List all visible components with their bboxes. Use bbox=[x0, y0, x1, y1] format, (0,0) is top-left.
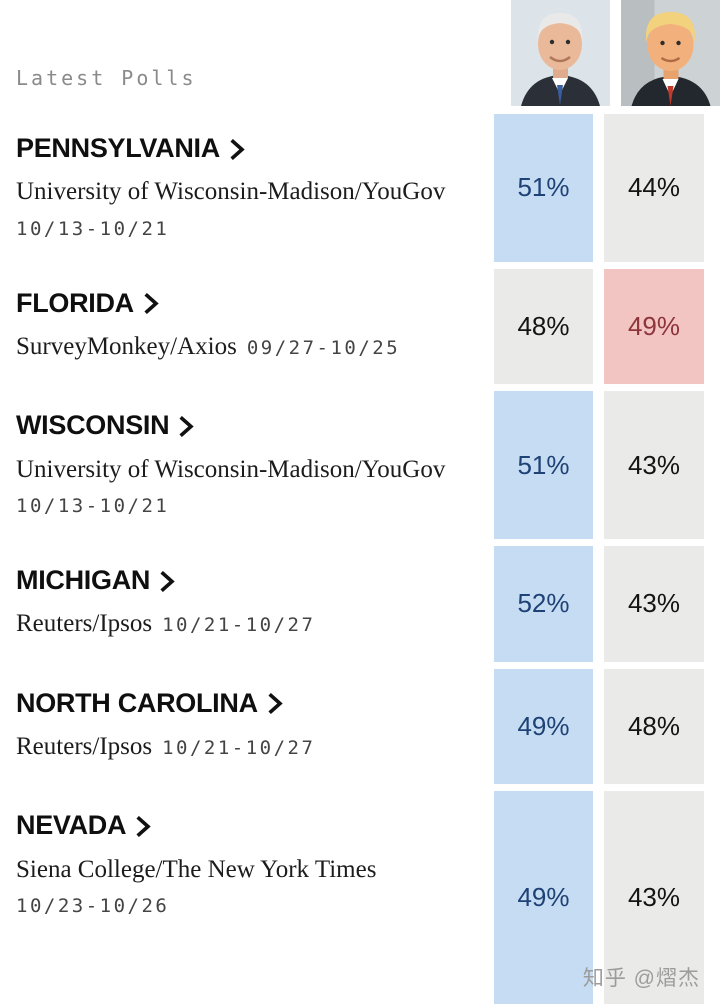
poll-dates: 10/13-10/21 bbox=[16, 217, 170, 240]
trump-portrait bbox=[621, 0, 720, 106]
column-gap bbox=[593, 668, 604, 785]
page-title: Latest Polls bbox=[16, 66, 197, 90]
chevron-right-icon bbox=[136, 815, 151, 837]
chevron-right-icon bbox=[230, 138, 245, 160]
biden-percentage: 49% bbox=[517, 710, 570, 741]
trump-percentage: 44% bbox=[627, 172, 681, 203]
state-link[interactable]: FLORIDA bbox=[16, 287, 159, 319]
trump-percentage: 43% bbox=[627, 449, 681, 480]
pollster-line: Reuters/Ipsos 10/21-10/27 bbox=[16, 731, 478, 762]
column-gap bbox=[593, 268, 604, 385]
trump-percentage-cell: 48% bbox=[604, 668, 704, 785]
pollster-line: SurveyMonkey/Axios 09/27-10/25 bbox=[16, 331, 478, 362]
state-name: WISCONSIN bbox=[16, 410, 170, 441]
poll-row: WISCONSIN University of Wisconsin-Madiso… bbox=[0, 391, 720, 539]
poll-dates: 10/23-10/26 bbox=[16, 894, 170, 917]
chevron-right-icon bbox=[160, 570, 175, 592]
biden-percentage-cell: 52% bbox=[494, 545, 593, 662]
pollster-name: University of Wisconsin-Madison/YouGov bbox=[16, 178, 446, 206]
state-link[interactable]: WISCONSIN bbox=[16, 409, 195, 441]
pollster-name: Reuters/Ipsos bbox=[16, 732, 153, 760]
state-link[interactable]: NORTH CAROLINA bbox=[16, 687, 283, 719]
trump-percentage: 43% bbox=[627, 882, 681, 913]
biden-percentage: 51% bbox=[517, 172, 570, 203]
pollster-line: Siena College/The New York Times bbox=[16, 854, 478, 885]
trump-percentage-cell: 43% bbox=[604, 545, 704, 662]
page-header: Latest Polls bbox=[0, 0, 720, 106]
poll-info: PENNSYLVANIA University of Wisconsin-Mad… bbox=[0, 114, 494, 262]
poll-info: NEVADA Siena College/The New York Times … bbox=[0, 791, 494, 1004]
state-name: NEVADA bbox=[16, 810, 127, 841]
state-link[interactable]: PENNSYLVANIA bbox=[16, 132, 245, 164]
biden-percentage: 49% bbox=[517, 882, 570, 913]
poll-dates: 10/13-10/21 bbox=[16, 494, 170, 517]
poll-row: FLORIDA SurveyMonkey/Axios 09/27-10/25 48… bbox=[0, 268, 720, 385]
biden-percentage-cell: 49% bbox=[494, 791, 593, 1004]
poll-row: NEVADA Siena College/The New York Times … bbox=[0, 791, 720, 1004]
poll-info: FLORIDA SurveyMonkey/Axios 09/27-10/25 bbox=[0, 269, 494, 385]
state-link[interactable]: NEVADA bbox=[16, 809, 151, 841]
poll-row: MICHIGAN Reuters/Ipsos 10/21-10/27 52% 43… bbox=[0, 545, 720, 662]
biden-percentage-cell: 49% bbox=[494, 668, 593, 785]
poll-info: MICHIGAN Reuters/Ipsos 10/21-10/27 bbox=[0, 546, 494, 662]
state-link[interactable]: MICHIGAN bbox=[16, 564, 175, 596]
column-gap bbox=[593, 114, 604, 262]
pollster-name: Siena College/The New York Times bbox=[16, 855, 377, 883]
biden-portrait bbox=[511, 0, 610, 106]
poll-info: WISCONSIN University of Wisconsin-Madiso… bbox=[0, 391, 494, 539]
poll-row: NORTH CAROLINA Reuters/Ipsos 10/21-10/27 … bbox=[0, 668, 720, 785]
pollster-name: SurveyMonkey/Axios bbox=[16, 333, 237, 361]
trump-percentage: 49% bbox=[627, 310, 681, 341]
chevron-right-icon bbox=[268, 693, 283, 715]
state-name: FLORIDA bbox=[16, 287, 134, 318]
biden-percentage: 48% bbox=[517, 310, 570, 341]
trump-percentage: 43% bbox=[627, 588, 681, 619]
state-name: PENNSYLVANIA bbox=[16, 133, 220, 163]
column-gap bbox=[593, 391, 604, 539]
chevron-right-icon bbox=[179, 415, 195, 437]
state-name: NORTH CAROLINA bbox=[16, 687, 258, 718]
biden-percentage: 52% bbox=[517, 588, 570, 619]
trump-percentage-cell: 43% bbox=[604, 791, 704, 1004]
pollster-name: University of Wisconsin-Madison/YouGov bbox=[16, 455, 446, 483]
trump-percentage-cell: 49% bbox=[604, 268, 704, 385]
column-gap bbox=[593, 545, 604, 662]
trump-percentage-cell: 44% bbox=[604, 114, 704, 262]
poll-row: PENNSYLVANIA University of Wisconsin-Mad… bbox=[0, 114, 720, 262]
pollster-name: Reuters/Ipsos bbox=[16, 610, 153, 638]
trump-percentage-cell: 43% bbox=[604, 391, 704, 539]
biden-percentage-cell: 51% bbox=[494, 114, 593, 262]
polls-list: PENNSYLVANIA University of Wisconsin-Mad… bbox=[0, 114, 720, 1004]
state-name: MICHIGAN bbox=[16, 564, 151, 595]
poll-info: NORTH CAROLINA Reuters/Ipsos 10/21-10/27 bbox=[0, 669, 494, 785]
column-gap bbox=[593, 791, 604, 1004]
poll-dates: 09/27-10/25 bbox=[246, 337, 401, 360]
poll-dates: 10/21-10/27 bbox=[162, 736, 316, 759]
candidate-portraits bbox=[511, 0, 720, 106]
pollster-line: University of Wisconsin-Madison/YouGov bbox=[16, 176, 478, 207]
chevron-right-icon bbox=[144, 293, 159, 315]
biden-percentage: 51% bbox=[517, 449, 570, 480]
trump-percentage: 48% bbox=[627, 710, 681, 741]
poll-dates: 10/21-10/27 bbox=[162, 614, 316, 637]
pollster-line: University of Wisconsin-Madison/YouGov bbox=[16, 454, 478, 485]
biden-percentage-cell: 51% bbox=[494, 391, 593, 539]
pollster-line: Reuters/Ipsos 10/21-10/27 bbox=[16, 608, 478, 639]
biden-percentage-cell: 48% bbox=[494, 268, 593, 385]
